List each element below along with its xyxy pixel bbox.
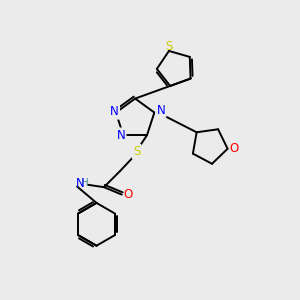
Text: N: N <box>110 106 119 118</box>
Text: S: S <box>133 145 140 158</box>
Text: O: O <box>230 142 239 155</box>
Text: S: S <box>165 40 172 53</box>
Text: H: H <box>81 178 89 188</box>
Text: N: N <box>157 104 165 117</box>
Text: O: O <box>123 188 132 201</box>
Text: N: N <box>76 177 85 190</box>
Text: N: N <box>116 129 125 142</box>
